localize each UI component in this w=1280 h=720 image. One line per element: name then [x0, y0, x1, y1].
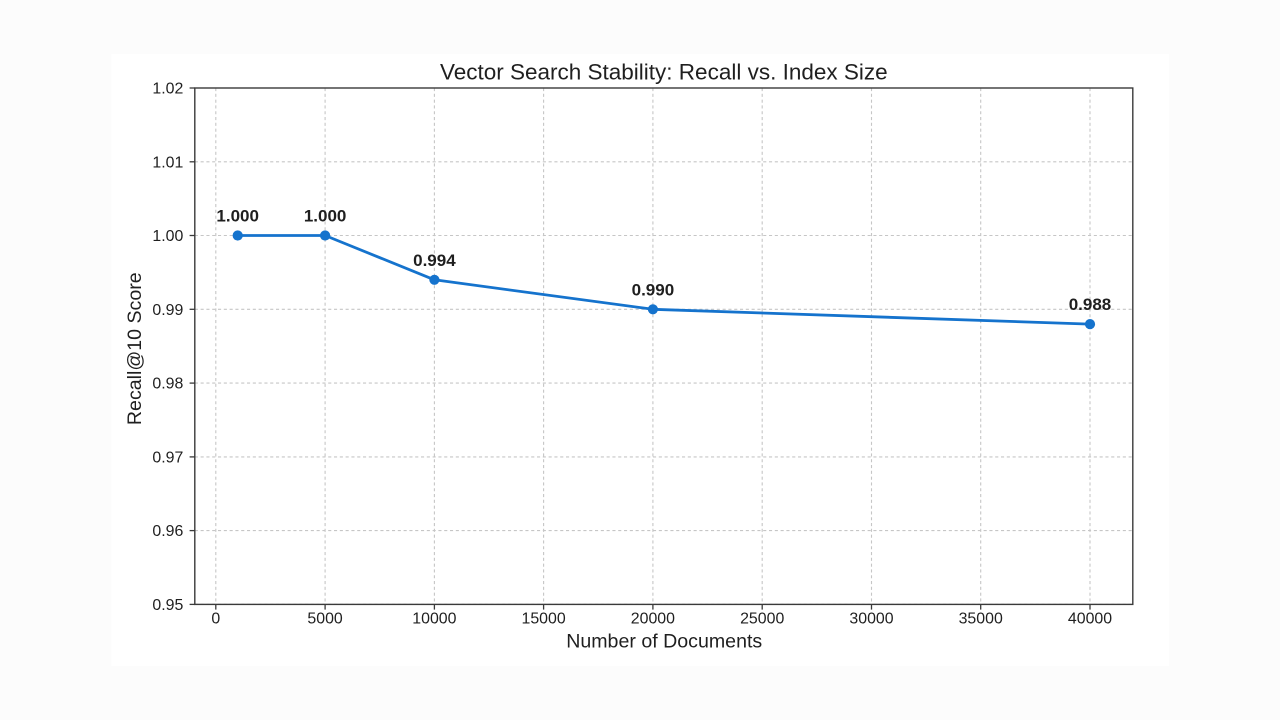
svg-text:1.00: 1.00: [152, 228, 183, 245]
svg-text:30000: 30000: [849, 610, 893, 627]
svg-text:25000: 25000: [740, 610, 784, 627]
svg-text:Number of Documents: Number of Documents: [566, 631, 762, 653]
svg-text:0.98: 0.98: [152, 376, 183, 393]
svg-text:20000: 20000: [631, 610, 675, 627]
svg-text:40000: 40000: [1068, 610, 1112, 627]
svg-text:0.99: 0.99: [152, 302, 183, 319]
svg-text:1.01: 1.01: [152, 154, 183, 171]
svg-text:0.994: 0.994: [413, 251, 456, 270]
svg-text:0.96: 0.96: [152, 523, 183, 540]
svg-text:Vector Search Stability: Recal: Vector Search Stability: Recall vs. Inde…: [440, 59, 888, 84]
svg-text:0.95: 0.95: [152, 597, 183, 614]
svg-text:1.02: 1.02: [152, 81, 183, 98]
svg-text:35000: 35000: [959, 610, 1003, 627]
svg-text:1.000: 1.000: [304, 207, 347, 226]
svg-text:15000: 15000: [521, 610, 565, 627]
svg-text:0.988: 0.988: [1069, 295, 1112, 314]
svg-text:5000: 5000: [307, 610, 343, 627]
svg-text:0: 0: [211, 610, 220, 627]
svg-text:0.97: 0.97: [152, 450, 183, 467]
svg-text:1.000: 1.000: [216, 207, 259, 226]
svg-text:0.990: 0.990: [632, 280, 675, 299]
svg-text:Recall@10 Score: Recall@10 Score: [124, 272, 146, 425]
svg-text:10000: 10000: [412, 610, 456, 627]
